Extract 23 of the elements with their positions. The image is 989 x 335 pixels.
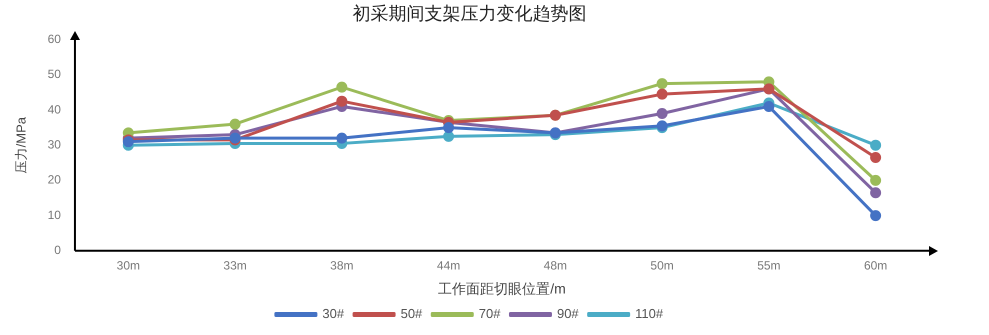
x-tick-label: 50m <box>650 258 674 272</box>
y-tick-label: 10 <box>48 208 62 222</box>
x-tick-label: 38m <box>330 258 354 272</box>
legend-label: 90# <box>556 306 580 322</box>
legend-label: 30# <box>322 306 345 322</box>
legend-label: 50# <box>400 306 424 322</box>
x-tick-label: 60m <box>864 258 888 272</box>
legend-label: 70# <box>478 306 502 322</box>
y-tick-label: 60 <box>48 32 62 46</box>
y-axis-title: 压力/MPa <box>13 116 28 174</box>
y-tick-label: 0 <box>54 243 62 258</box>
y-tick-label: 50 <box>48 67 62 82</box>
x-tick-label: 30m <box>116 258 140 272</box>
x-tick-label: 48m <box>544 258 568 272</box>
chart-title: 初采期间支架压力变化趋势图 <box>352 3 586 24</box>
x-tick-label: 44m <box>436 258 460 272</box>
x-tick-label: 55m <box>757 258 781 272</box>
x-axis-title: 工作面距切眼位置/m <box>438 280 566 296</box>
y-tick-label: 20 <box>48 172 62 187</box>
x-tick-label: 33m <box>223 258 247 272</box>
legend-label: 110# <box>635 306 664 322</box>
y-tick-label: 40 <box>48 102 62 116</box>
y-tick-label: 30 <box>48 138 62 152</box>
